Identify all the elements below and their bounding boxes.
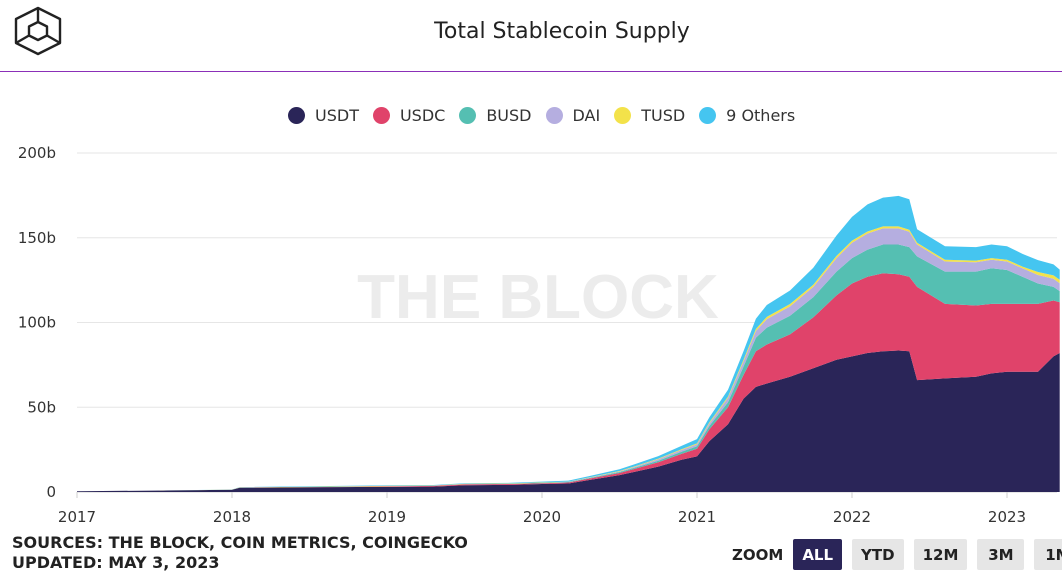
the-block-logo-icon[interactable] <box>13 6 63 56</box>
x-tick-label: 2023 <box>988 508 1026 526</box>
axis-labels: 0 50b 100b 150b 200b 2017 2018 2019 2020 2021 2022… <box>18 144 1026 526</box>
legend-item-dai[interactable]: DAI <box>545 105 601 125</box>
x-tick-label: 2019 <box>368 508 406 526</box>
legend-item-tusd[interactable]: TUSD <box>614 106 685 125</box>
x-tick-label: 2022 <box>833 508 871 526</box>
chart-legend: USDT USDC BUSD DAI TUSD 9 Others <box>288 104 809 126</box>
zoom-ytd-button[interactable]: YTD <box>852 539 904 570</box>
legend-item-9-others[interactable]: 9 Others <box>699 106 795 125</box>
y-tick-label: 0 <box>46 483 56 501</box>
legend-swatch-tusd <box>614 106 632 124</box>
sources-line: SOURCES: THE BLOCK, COIN METRICS, COINGE… <box>12 533 468 552</box>
legend-swatch-9-others <box>699 106 717 124</box>
legend-swatch-dai <box>545 106 563 124</box>
y-tick-label: 50b <box>27 398 56 416</box>
area-series-9-others[interactable] <box>77 195 1060 492</box>
legend-label-9-others: 9 Others <box>726 105 796 125</box>
zoom-label: ZOOM <box>732 545 784 564</box>
area-series-usdc[interactable] <box>77 273 1060 492</box>
area-series-usdt[interactable] <box>77 350 1060 493</box>
legend-item-usdt[interactable]: USDT <box>288 106 359 125</box>
zoom-3m-button[interactable]: 3M <box>977 539 1025 570</box>
x-tick-label: 2020 <box>523 508 561 526</box>
x-tick-label: 2017 <box>58 508 96 526</box>
area-series-layer <box>77 195 1060 493</box>
zoom-all-button[interactable]: ALL <box>793 539 843 570</box>
area-series-dai[interactable] <box>77 228 1060 492</box>
legend-label-tusd: TUSD <box>641 105 686 125</box>
legend-swatch-usdc <box>372 106 390 124</box>
y-tick-label: 150b <box>18 229 56 247</box>
watermark: THE BLOCK <box>357 263 719 332</box>
legend-item-busd[interactable]: BUSD <box>459 105 532 125</box>
y-tick-label: 100b <box>18 314 56 332</box>
legend-label-usdc: USDC <box>399 105 446 125</box>
stacked-area-chart: THE BLOCK 0 50b 100b 150b 200b 2017 2018 2019 20… <box>18 144 1060 526</box>
legend-swatch-busd <box>459 106 477 124</box>
legend-swatch-usdt <box>288 106 305 124</box>
zoom-1m-button[interactable]: 1M <box>1034 539 1062 570</box>
legend-label-dai: DAI <box>572 105 601 125</box>
y-tick-label: 200b <box>18 144 56 162</box>
header-divider <box>0 71 1062 72</box>
x-tick-label: 2021 <box>678 508 716 526</box>
zoom-controls: ZOOM ALL YTD 12M 3M 1M <box>732 539 1062 570</box>
zoom-12m-button[interactable]: 12M <box>913 539 968 570</box>
x-tick-label: 2018 <box>213 508 251 526</box>
chart-title: Total Stablecoin Supply <box>434 19 690 44</box>
sources-note: SOURCES: THE BLOCK, COIN METRICS, COINGE… <box>12 533 468 573</box>
legend-item-usdc[interactable]: USDC <box>372 105 446 125</box>
area-series-busd[interactable] <box>77 244 1060 492</box>
updated-line: UPDATED: MAY 3, 2023 <box>12 553 220 572</box>
legend-label-usdt: USDT <box>315 105 359 125</box>
legend-label-busd: BUSD <box>486 105 532 125</box>
